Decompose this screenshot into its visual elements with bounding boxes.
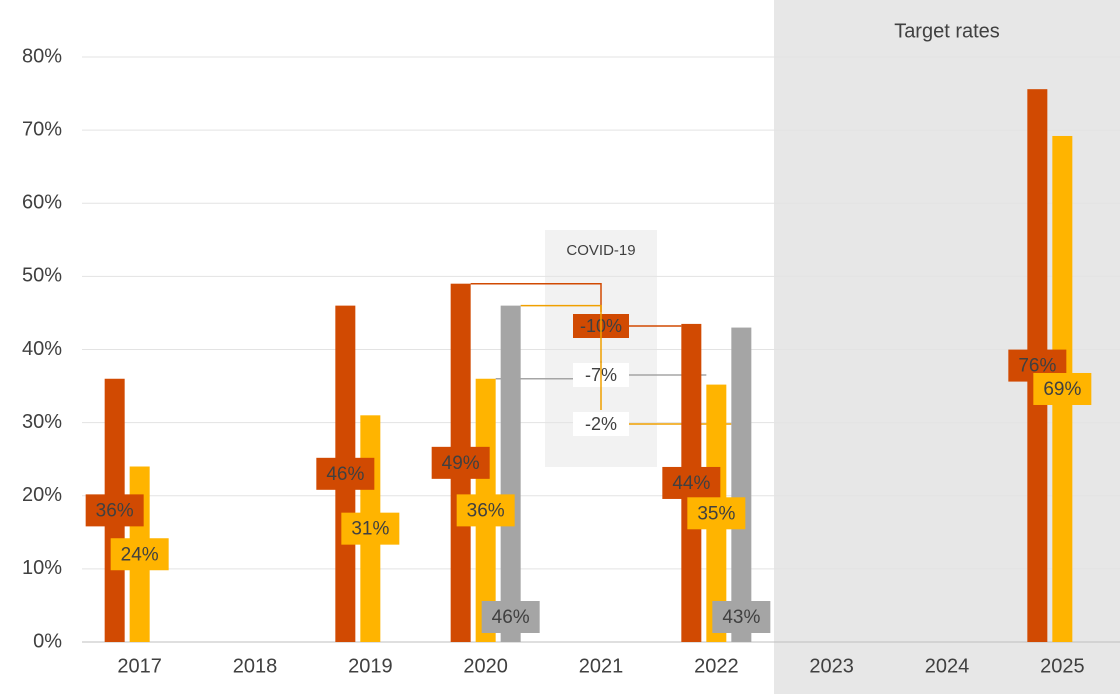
value-label-bg [481,601,540,633]
value-label-bg [316,457,375,490]
x-tick-label: 2017 [117,655,162,677]
value-label: 24% [121,544,159,565]
y-tick-label: 30% [22,411,62,433]
y-tick-label: 60% [22,192,62,214]
value-label-bg [662,466,721,499]
value-label-bg [712,601,771,633]
value-label-bg [341,512,400,545]
value-label: 36% [96,500,134,521]
value-label-bg [1033,372,1092,405]
value-label: 31% [351,519,389,540]
value-label-bg [687,497,746,530]
x-tick-label: 2024 [925,655,970,677]
x-tick-label: 2023 [809,655,854,677]
x-tick-label: 2020 [463,655,508,677]
bar [731,327,752,642]
value-label: 43% [722,607,760,628]
y-tick-label: 80% [22,45,62,67]
change-connector [470,282,602,312]
covid-label: COVID-19 [566,242,635,259]
x-tick-label: 2021 [579,655,624,677]
value-label-bg [110,538,169,571]
value-label-bg [431,446,490,479]
change-connector [520,304,602,410]
target-label: Target rates [894,20,1000,42]
y-tick-label: 10% [22,557,62,579]
value-label: 46% [492,607,530,628]
value-label: 69% [1043,379,1081,400]
value-label-bg [85,494,144,527]
x-tick-label: 2018 [233,655,278,677]
value-label: 49% [442,453,480,474]
value-label: 35% [697,503,735,524]
y-tick-label: 20% [22,484,62,506]
value-label: 76% [1018,356,1056,377]
change-label: -2% [585,414,617,434]
value-label-bg [456,494,515,527]
x-tick-label: 2025 [1040,655,1085,677]
x-tick-label: 2022 [694,655,739,677]
y-tick-label: 50% [22,265,62,287]
value-label: 46% [326,464,364,485]
x-tick-label: 2019 [348,655,393,677]
value-label: 36% [467,500,505,521]
change-label-bg [573,412,629,436]
value-label: 44% [672,473,710,494]
y-tick-label: 0% [33,630,62,652]
y-tick-label: 40% [22,338,62,360]
y-tick-label: 70% [22,118,62,140]
bar [500,305,521,642]
